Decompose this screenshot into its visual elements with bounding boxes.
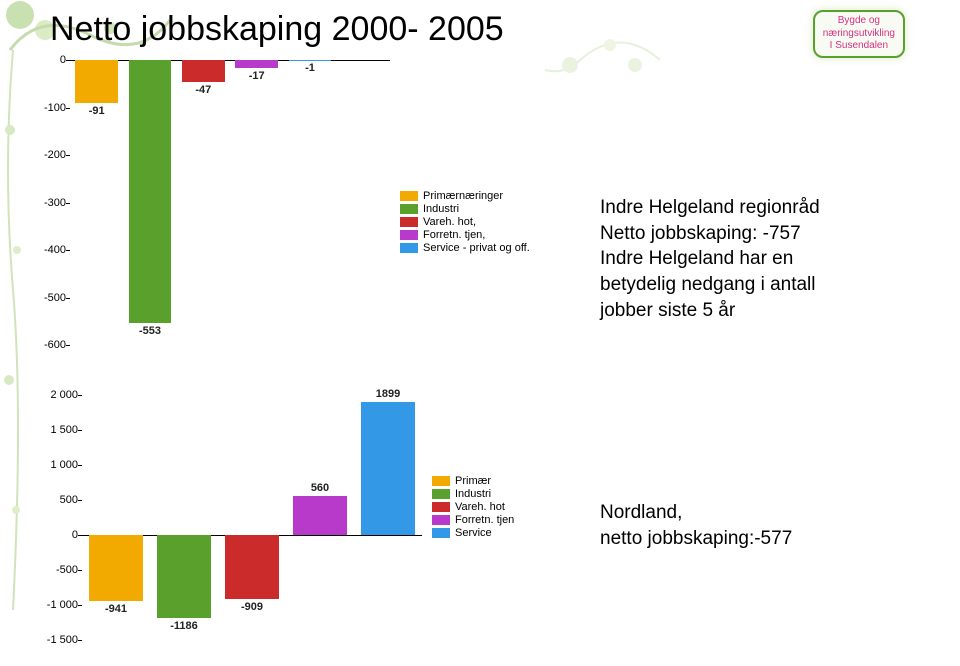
legend-label: Vareh. hot <box>455 501 505 513</box>
legend-swatch <box>432 502 450 512</box>
axis-tick-label: -500 <box>44 292 70 304</box>
chart-bar <box>75 60 118 103</box>
text-line: betydelig nedgang i antall <box>600 272 900 298</box>
project-badge: Bygde og næringsutvikling I Susendalen <box>813 10 905 58</box>
badge-line-3: I Susendalen <box>823 40 895 53</box>
axis-tick-label: 0 <box>60 54 70 66</box>
legend-item: Vareh. hot <box>432 501 514 513</box>
legend-swatch <box>400 230 418 240</box>
legend-label: Vareh. hot, <box>423 216 476 228</box>
badge-line-2: næringsutvikling <box>823 28 895 41</box>
legend-nordland: PrimærIndustriVareh. hotForretn. tjenSer… <box>432 475 514 540</box>
legend-label: Service - privat og off. <box>423 242 530 254</box>
chart-bar <box>235 60 278 68</box>
floral-vine-left <box>0 50 26 610</box>
chart-bar-label: 1899 <box>361 388 415 400</box>
chart-bar <box>293 496 347 535</box>
chart-indre-helgeland: -600-500-400-300-200-1000-91-553-47-17-1 <box>70 60 390 345</box>
chart-bar-label: -1186 <box>157 620 211 632</box>
legend-item: Service - privat og off. <box>400 242 530 254</box>
chart-bar <box>361 402 415 535</box>
legend-label: Industri <box>455 488 491 500</box>
legend-item: Industri <box>400 203 530 215</box>
axis-tick-label: -200 <box>44 149 70 161</box>
legend-swatch <box>432 489 450 499</box>
text-indre-helgeland: Indre Helgeland regionråd Netto jobbskap… <box>600 195 900 323</box>
axis-tick-label: -300 <box>44 197 70 209</box>
legend-label: Forretn. tjen, <box>423 229 485 241</box>
legend-swatch <box>400 204 418 214</box>
text-line: jobber siste 5 år <box>600 298 900 324</box>
legend-item: Industri <box>432 488 514 500</box>
legend-item: Service <box>432 527 514 539</box>
legend-label: Primær <box>455 475 491 487</box>
legend-swatch <box>432 528 450 538</box>
chart-bar-label: -1 <box>289 62 332 74</box>
chart-bar-label: 560 <box>293 482 347 494</box>
chart-nordland: -1 500-1 000-50005001 0001 5002 000-941-… <box>82 395 422 640</box>
text-line: Netto jobbskaping: -757 <box>600 221 900 247</box>
axis-tick-label: 1 000 <box>50 459 82 471</box>
axis-tick-label: 500 <box>60 494 82 506</box>
text-line: Nordland, <box>600 500 900 526</box>
legend-label: Industri <box>423 203 459 215</box>
badge-line-1: Bygde og <box>823 15 895 28</box>
axis-tick-label: 2 000 <box>50 389 82 401</box>
chart-bar <box>157 535 211 618</box>
chart-bar-label: -91 <box>75 105 118 117</box>
text-nordland: Nordland, netto jobbskaping:-577 <box>600 500 900 551</box>
chart-bar-label: -47 <box>182 84 225 96</box>
legend-label: Service <box>455 527 492 539</box>
chart-bar <box>129 60 172 323</box>
chart-bar <box>225 535 279 599</box>
text-line: netto jobbskaping:-577 <box>600 526 900 552</box>
page-title: Netto jobbskaping 2000- 2005 <box>50 10 504 49</box>
text-line: Indre Helgeland har en <box>600 246 900 272</box>
legend-swatch <box>432 515 450 525</box>
axis-tick-label: -500 <box>56 564 82 576</box>
chart-bar-label: -941 <box>89 603 143 615</box>
legend-item: Vareh. hot, <box>400 216 530 228</box>
chart-bar-label: -17 <box>235 70 278 82</box>
legend-label: Forretn. tjen <box>455 514 514 526</box>
axis-tick-label: -1 000 <box>47 599 82 611</box>
legend-label: Primærnæringer <box>423 190 503 202</box>
axis-tick-label: -600 <box>44 339 70 351</box>
text-line: Indre Helgeland regionråd <box>600 195 900 221</box>
legend-swatch <box>400 191 418 201</box>
chart-bar-label: -553 <box>129 325 172 337</box>
axis-tick-label: 1 500 <box>50 424 82 436</box>
legend-swatch <box>400 243 418 253</box>
legend-item: Forretn. tjen <box>432 514 514 526</box>
legend-item: Primærnæringer <box>400 190 530 202</box>
legend-item: Forretn. tjen, <box>400 229 530 241</box>
legend-indre-helgeland: PrimærnæringerIndustriVareh. hot,Forretn… <box>400 190 530 255</box>
axis-tick-label: -1 500 <box>47 634 82 646</box>
axis-tick-label: -100 <box>44 102 70 114</box>
legend-swatch <box>400 217 418 227</box>
axis-tick-label: 0 <box>72 529 82 541</box>
legend-swatch <box>432 476 450 486</box>
floral-decoration-mid <box>540 20 660 100</box>
chart-bar <box>89 535 143 601</box>
legend-item: Primær <box>432 475 514 487</box>
chart-bar <box>182 60 225 82</box>
axis-tick-label: -400 <box>44 244 70 256</box>
chart-bar-label: -909 <box>225 601 279 613</box>
